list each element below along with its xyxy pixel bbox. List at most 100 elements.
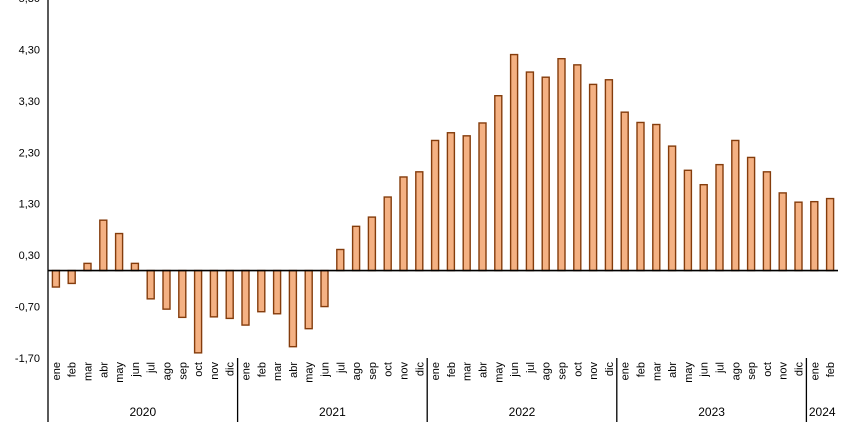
bar-sep — [557, 57, 566, 272]
bar-oct — [762, 171, 772, 272]
month-label-may: may — [493, 362, 505, 383]
y-tick-label: 2,30 — [19, 147, 40, 159]
bar-may — [304, 269, 313, 330]
bar-nov — [588, 83, 598, 272]
month-label-abr: abr — [288, 362, 300, 378]
bar-ago — [162, 269, 171, 310]
month-label-ene: ene — [430, 362, 442, 380]
bar-mar — [462, 135, 471, 272]
month-label-nov: nov — [209, 362, 221, 380]
month-label-ene: ene — [241, 362, 253, 380]
bar-feb — [67, 269, 76, 285]
month-label-ene: ene — [51, 362, 63, 380]
bar-jun — [130, 262, 140, 272]
month-label-feb: feb — [256, 362, 268, 377]
bar-feb — [257, 269, 266, 313]
axes — [47, 0, 838, 422]
month-label-oct: oct — [762, 362, 774, 377]
bar-dic — [415, 171, 424, 272]
month-label-feb: feb — [446, 362, 458, 377]
month-label-ago: ago — [351, 362, 363, 380]
month-label-ene: ene — [620, 362, 632, 380]
month-label-jun: jun — [130, 362, 142, 378]
month-label-oct: oct — [193, 362, 205, 377]
bar-abr — [288, 269, 298, 348]
bar-jun — [320, 269, 329, 308]
year-label-2024: 2024 — [809, 405, 836, 419]
bar-may — [114, 232, 124, 272]
bar-ago — [731, 139, 740, 272]
month-label-jun: jun — [509, 362, 521, 378]
month-label-sep: sep — [367, 362, 379, 380]
month-label-dic: dic — [604, 362, 616, 377]
month-label-dic: dic — [225, 362, 237, 377]
bar-jul — [715, 163, 724, 272]
bar-abr — [99, 219, 108, 272]
bar-dic — [225, 269, 234, 320]
bar-mar — [652, 123, 661, 272]
month-label-sep: sep — [746, 362, 758, 380]
month-label-oct: oct — [383, 362, 395, 377]
month-label-mar: mar — [83, 362, 95, 381]
month-label-jun: jun — [699, 362, 711, 378]
bar-ago — [541, 76, 550, 272]
year-label-2020: 2020 — [129, 405, 156, 419]
month-label-nov: nov — [778, 362, 790, 380]
month-label-abr: abr — [478, 362, 490, 378]
bar-abr — [667, 145, 677, 272]
y-tick-label: 1,30 — [19, 199, 40, 211]
x-axis-month-labels: ene feb mar abr may jun jul ago sep oct nov dic ene f… — [51, 362, 837, 383]
bar-sep — [178, 269, 187, 319]
bar-oct — [573, 64, 582, 272]
bar-abr — [478, 122, 487, 272]
bar-nov — [778, 192, 787, 272]
bar-may — [494, 95, 503, 272]
bar-ene — [810, 200, 819, 272]
month-label-ago: ago — [730, 362, 742, 380]
bar-oct — [193, 269, 203, 354]
y-tick-label: -1,70 — [15, 353, 40, 365]
y-tick-label: 5,30 — [19, 0, 40, 5]
month-label-mar: mar — [272, 362, 284, 381]
y-tick-label: 3,30 — [19, 96, 40, 108]
y-tick-label: 0,30 — [19, 250, 40, 262]
year-label-2023: 2023 — [698, 405, 725, 419]
bar-jun — [509, 53, 519, 272]
bar-sep — [746, 156, 756, 272]
y-tick-label: 4,30 — [19, 44, 40, 56]
y-axis: -1,70 -0,70 0,30 1,30 2,30 3,30 4,30 5,30 — [15, 0, 40, 365]
month-label-feb: feb — [636, 362, 648, 377]
bar-ene — [51, 269, 61, 288]
bar-jun — [699, 183, 708, 272]
month-label-may: may — [114, 362, 126, 383]
bar-nov — [399, 176, 408, 272]
month-label-oct: oct — [572, 362, 584, 377]
bar-ene — [430, 139, 440, 272]
bar-may — [683, 169, 693, 272]
bar-mar — [272, 269, 282, 315]
month-label-jul: jul — [146, 362, 158, 374]
month-label-jul: jul — [525, 362, 537, 374]
bar-feb — [446, 132, 456, 272]
month-label-mar: mar — [462, 362, 474, 381]
month-label-ago: ago — [162, 362, 174, 380]
month-label-sep: sep — [557, 362, 569, 380]
month-label-jul: jul — [715, 362, 727, 374]
month-label-nov: nov — [399, 362, 411, 380]
bar-dic — [604, 79, 614, 272]
bar-jul — [146, 269, 155, 300]
y-tick-label: -0,70 — [15, 302, 40, 314]
year-label-2022: 2022 — [509, 405, 536, 419]
month-label-dic: dic — [794, 362, 806, 377]
month-label-ago: ago — [541, 362, 553, 380]
month-label-feb: feb — [825, 362, 837, 377]
bar-jul — [336, 248, 345, 272]
month-label-abr: abr — [667, 362, 679, 378]
bar-jul — [525, 71, 535, 272]
bar-feb — [825, 197, 835, 272]
month-label-mar: mar — [651, 362, 663, 381]
bar-feb — [636, 121, 645, 272]
month-label-jun: jun — [320, 362, 332, 378]
month-label-nov: nov — [588, 362, 600, 380]
